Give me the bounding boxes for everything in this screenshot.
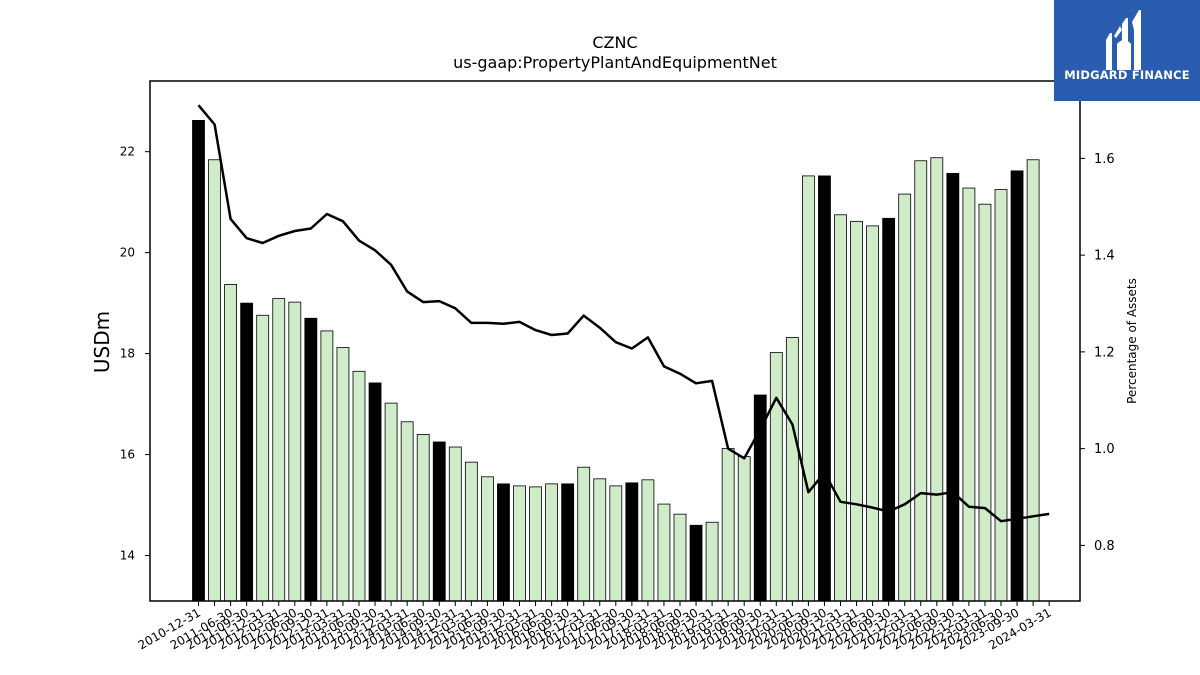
bar-2022-09-30 (946, 172, 960, 602)
y-axis-label: USDm (90, 311, 114, 373)
x-axis: 2010-12-312011-06-302011-09-302011-12-31… (136, 601, 1054, 652)
bar-2021-09-30 (882, 217, 896, 602)
bar-2016-12-31 (577, 466, 591, 602)
chart-title: CZNC (592, 33, 637, 52)
percent-line-series (197, 104, 1050, 523)
bar-2022-06-30 (930, 157, 944, 602)
bar-2019-06-30 (737, 456, 751, 602)
bar-2014-03-31 (400, 421, 414, 602)
y2-tick-label: 0.8 (1094, 539, 1115, 554)
bar-2020-12-31 (834, 214, 847, 602)
logo-mark-icon (1106, 10, 1141, 70)
bar-2013-03-31 (336, 347, 350, 602)
bar-2019-09-30 (753, 394, 767, 602)
bar-2018-06-30 (673, 513, 687, 602)
bar-2021-03-31 (850, 220, 863, 602)
bar-2010-12-31 (192, 119, 205, 602)
bar-2011-12-31 (256, 314, 270, 602)
y-axis-left: 14 16 18 20 22 (120, 145, 150, 563)
bar-2014-09-30 (432, 441, 446, 602)
bar-2015-09-30 (497, 483, 510, 602)
y2-tick-label: 1.0 (1094, 442, 1115, 457)
bar-2022-12-31 (962, 187, 976, 602)
bar-2013-12-31 (384, 402, 398, 602)
bar-2013-06-30 (352, 370, 366, 602)
bar-2017-03-31 (593, 478, 607, 602)
y2-tick-label: 1.6 (1094, 152, 1115, 167)
bar-2020-09-30 (818, 175, 831, 602)
y-tick-label: 18 (120, 347, 135, 361)
bar-2023-09-30 (1010, 170, 1024, 602)
bar-2017-12-31 (641, 479, 655, 602)
bar-2018-09-30 (689, 524, 703, 602)
bar-series (192, 119, 1040, 602)
bar-2015-12-31 (513, 485, 526, 602)
bar-2015-06-30 (480, 476, 494, 602)
bar-2022-03-31 (914, 160, 928, 602)
bar-2023-06-30 (994, 189, 1008, 602)
logo-wordmark: MIDGARD FINANCE (1064, 68, 1190, 82)
y2-axis-label: Percentage of Assets (1125, 278, 1139, 404)
bar-2012-09-30 (304, 317, 318, 602)
brand-logo: MIDGARD FINANCE (1054, 0, 1200, 101)
bar-2014-06-30 (416, 433, 430, 602)
bar-2017-06-30 (609, 485, 623, 602)
bar-2012-12-31 (320, 330, 334, 602)
bar-2011-03-31 (208, 159, 221, 602)
bar-2015-03-31 (464, 461, 478, 602)
y-tick-label: 14 (120, 549, 135, 563)
percent-of-assets-line (197, 104, 1050, 523)
y-tick-label: 16 (120, 448, 135, 462)
y-axis-right: 0.8 1.0 1.2 1.4 1.6 (1080, 152, 1115, 554)
bar-2018-03-31 (657, 503, 671, 602)
bar-2017-09-30 (625, 482, 639, 602)
bar-2012-03-31 (272, 298, 286, 602)
bar-2018-12-31 (705, 521, 719, 602)
bar-2016-03-31 (529, 486, 542, 602)
bar-2020-03-31 (785, 337, 799, 602)
y2-tick-label: 1.4 (1094, 249, 1115, 264)
bar-2023-12-31 (1026, 159, 1040, 602)
bar-2014-12-31 (448, 446, 462, 602)
bar-2011-09-30 (240, 302, 254, 602)
bar-2019-03-31 (721, 448, 735, 602)
chart-subtitle: us-gaap:PropertyPlantAndEquipmentNet (453, 53, 777, 72)
bar-2016-09-30 (561, 483, 575, 602)
y2-tick-label: 1.2 (1094, 345, 1115, 360)
bar-2020-06-30 (802, 175, 815, 602)
bar-2016-06-30 (545, 483, 558, 602)
bar-2011-06-30 (224, 284, 238, 602)
y-tick-label: 22 (120, 145, 135, 159)
bar-2023-03-31 (978, 203, 992, 602)
plot-frame (149, 80, 1081, 602)
bar-2012-06-30 (288, 301, 302, 602)
y-tick-label: 20 (120, 246, 135, 260)
bar-2021-06-30 (866, 225, 879, 602)
bar-2019-12-31 (769, 352, 783, 602)
bar-2021-12-31 (898, 193, 912, 602)
bar-2013-09-30 (368, 382, 382, 602)
